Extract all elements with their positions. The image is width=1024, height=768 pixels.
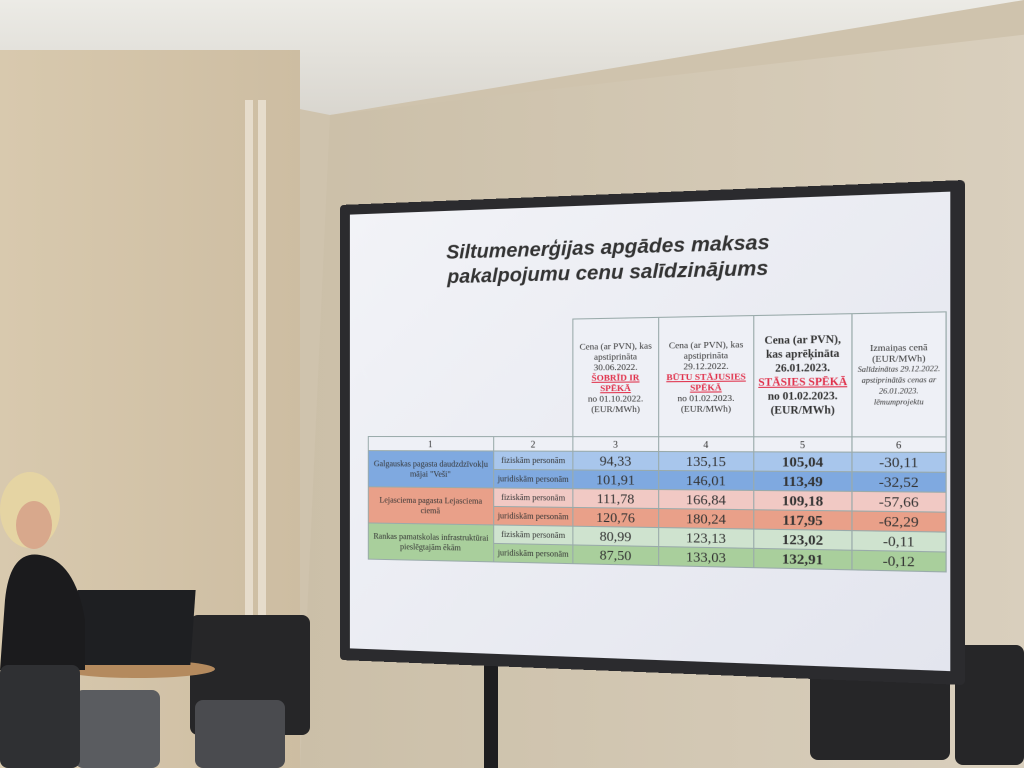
header-c5: Cena (ar PVN), kas aprēķināta 26.01.2023…	[754, 314, 852, 437]
group-label: Galgauskas pagasta daudzdzīvokļu mājai "…	[368, 451, 493, 488]
chair	[75, 690, 160, 768]
chair	[955, 645, 1024, 765]
price-cell-c4: 166,84	[659, 490, 754, 510]
price-cell-c3: 120,76	[573, 507, 659, 527]
price-cell-c5: 105,04	[754, 452, 852, 472]
price-cell-c6: -0,12	[852, 550, 946, 572]
header-c3: Cena (ar PVN), kas apstiprināta 30.06.20…	[573, 317, 659, 436]
price-cell-c6: -30,11	[852, 452, 946, 472]
person-type: fiziskām personām	[494, 525, 573, 545]
price-cell-c3: 87,50	[573, 545, 659, 566]
price-cell-c5: 117,95	[754, 510, 852, 531]
group-label: Lejasciema pagasta Lejasciema ciemā	[368, 487, 493, 525]
price-cell-c4: 135,15	[659, 452, 754, 472]
price-cell-c4: 146,01	[659, 471, 754, 491]
price-cell-c3: 80,99	[573, 526, 659, 546]
person-type: juridiskām personām	[494, 506, 573, 526]
header-c4: Cena (ar PVN), kas apstiprināta 29.12.20…	[659, 316, 754, 437]
price-cell-c4: 133,03	[659, 547, 754, 568]
presenter	[0, 470, 90, 670]
price-cell-c6: -57,66	[852, 491, 946, 512]
person-type: fiziskām personām	[494, 451, 573, 470]
pipe	[245, 100, 253, 620]
presentation-slide: Siltumenerģijas apgādes maksas pakalpoju…	[350, 192, 950, 672]
group-label: Rankas pamatskolas infrastruktūrai piesl…	[368, 523, 493, 562]
price-cell-c3: 101,91	[573, 470, 659, 490]
price-cell-c4: 180,24	[659, 509, 754, 530]
price-cell-c5: 113,49	[754, 471, 852, 491]
chair	[0, 665, 80, 768]
price-cell-c5: 109,18	[754, 490, 852, 511]
person-type: juridiskām personām	[494, 469, 573, 488]
pipe	[258, 100, 266, 620]
chair	[195, 700, 285, 768]
display-screen: Siltumenerģijas apgādes maksas pakalpoju…	[340, 180, 965, 685]
price-cell-c6: -0,11	[852, 531, 946, 552]
person-type: fiziskām personām	[494, 488, 573, 507]
price-cell-c3: 94,33	[573, 451, 659, 470]
price-cell-c5: 123,02	[754, 529, 852, 550]
price-cell-c3: 111,78	[573, 489, 659, 509]
price-cell-c4: 123,13	[659, 528, 754, 549]
price-cell-c6: -32,52	[852, 472, 946, 493]
price-comparison-table: Cena (ar PVN), kas apstiprināta 30.06.20…	[368, 311, 947, 572]
table-row: Galgauskas pagasta daudzdzīvokļu mājai "…	[368, 451, 946, 473]
price-cell-c5: 132,91	[754, 548, 852, 569]
price-cell-c6: -62,29	[852, 511, 946, 532]
header-c6: Izmaiņas cenā (EUR/MWh) Salīdzinātas 29.1…	[852, 312, 946, 437]
person-type: juridiskām personām	[494, 543, 573, 563]
slide-title: Siltumenerģijas apgādes maksas pakalpoju…	[430, 230, 787, 291]
laptop	[72, 590, 195, 665]
